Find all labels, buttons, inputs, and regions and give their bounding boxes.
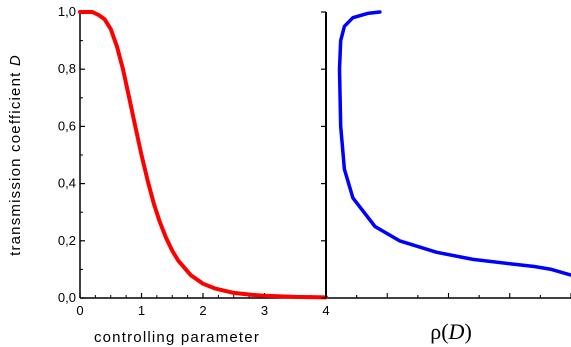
y-axis-label-main: transmission coefficient xyxy=(7,66,24,256)
y-tick-label: 1,0 xyxy=(58,4,76,19)
x-tick-label: 4 xyxy=(322,303,329,318)
x-tick-label: 1 xyxy=(138,303,145,318)
right-panel xyxy=(321,10,571,299)
x-tick-label: 2 xyxy=(199,303,206,318)
rho-label-main: ρ( xyxy=(430,319,448,344)
x-axis-label: controlling parameter xyxy=(94,329,260,346)
y-tick-label: 0,2 xyxy=(58,233,76,248)
rho-label-var: D xyxy=(448,319,465,344)
left-panel: 0,0 0,2 0,4 0,6 0,8 1,0 0 1 2 3 4 xyxy=(58,4,571,318)
rho-label-end: ) xyxy=(464,319,471,344)
y-tick-label: 0,0 xyxy=(58,290,76,305)
left-series-line xyxy=(78,10,328,300)
y-axis-label-var: D xyxy=(7,54,24,66)
y-tick-label: 0,4 xyxy=(58,176,76,191)
y-tick-label: 0,6 xyxy=(58,118,76,133)
x-tick-label: 3 xyxy=(261,303,268,318)
y-axis-label: transmission coefficient D xyxy=(7,54,24,256)
right-x-axis-label: ρ(D) xyxy=(430,319,472,344)
right-series-line xyxy=(337,10,571,277)
y-tick-label: 0,8 xyxy=(58,61,76,76)
x-tick-label: 0 xyxy=(76,303,83,318)
